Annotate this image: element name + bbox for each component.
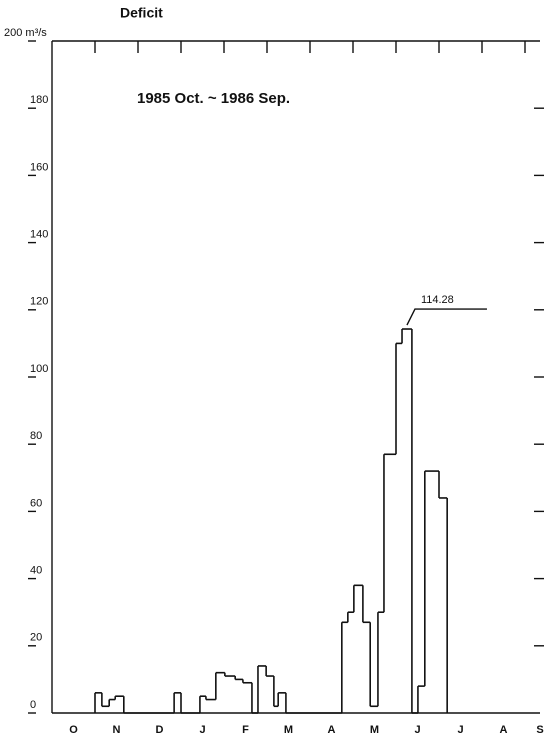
x-tick-label: A bbox=[500, 724, 508, 736]
chart-title: Deficit bbox=[120, 5, 163, 21]
y-tick-label: 80 bbox=[30, 430, 42, 442]
y-tick-label: 180 bbox=[30, 94, 48, 106]
x-tick-label: J bbox=[199, 724, 205, 736]
y-tick-label: 120 bbox=[30, 296, 48, 308]
y-tick-label: 0 bbox=[30, 699, 36, 711]
x-tick-label: M bbox=[284, 724, 293, 736]
y-tick-label: 200 m³/s bbox=[4, 27, 47, 39]
y-tick-label: 60 bbox=[30, 497, 42, 509]
x-tick-label: M bbox=[370, 724, 379, 736]
y-tick-label: 40 bbox=[30, 565, 42, 577]
x-tick-label: S bbox=[536, 724, 543, 736]
x-tick-label: N bbox=[113, 724, 121, 736]
data-label: 114.28 bbox=[421, 294, 454, 306]
x-tick-label: A bbox=[328, 724, 336, 736]
annotation-leader bbox=[406, 308, 487, 326]
x-tick-label: F bbox=[242, 724, 249, 736]
x-tick-label: J bbox=[457, 724, 463, 736]
y-tick-label: 20 bbox=[30, 632, 42, 644]
x-tick-label: D bbox=[156, 724, 164, 736]
y-tick-label: 100 bbox=[30, 363, 48, 375]
y-tick-label: 140 bbox=[30, 229, 48, 241]
chart-subtitle: 1985 Oct. ~ 1986 Sep. bbox=[137, 90, 290, 107]
x-tick-label: J bbox=[414, 724, 420, 736]
x-tick-label: O bbox=[69, 724, 78, 736]
y-tick-label: 160 bbox=[30, 161, 48, 173]
